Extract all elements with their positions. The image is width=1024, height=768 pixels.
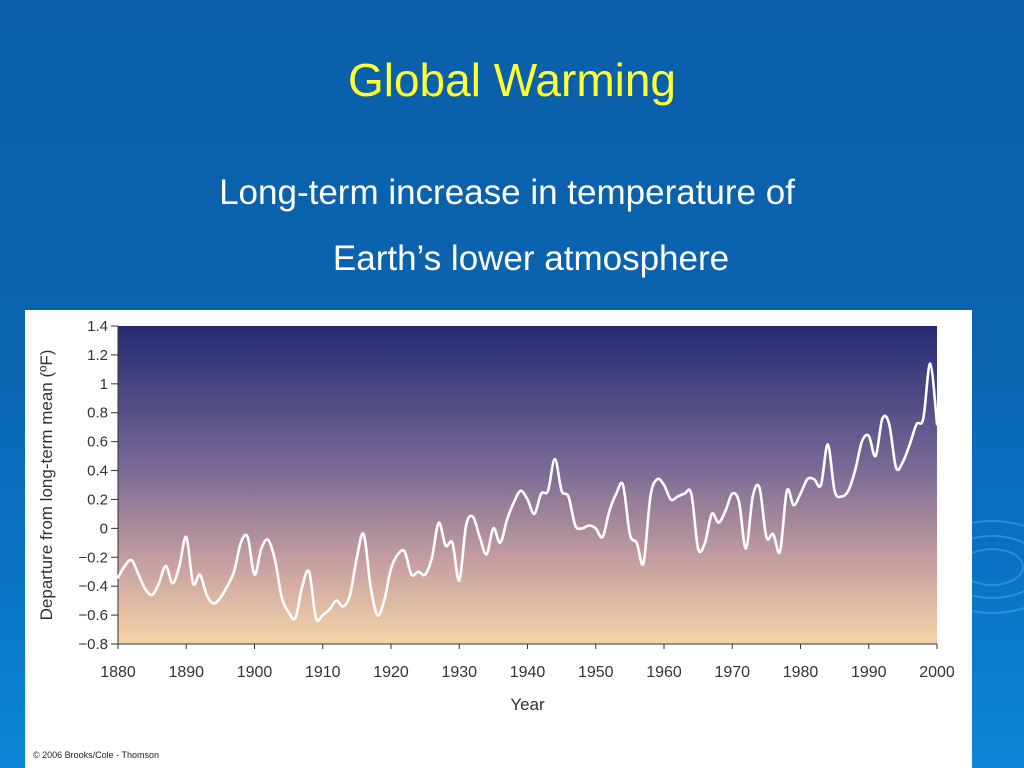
temperature-series-line [116,362,939,623]
x-tick-label: 1950 [578,664,614,681]
subtitle-line-2: Earth’s lower atmosphere [332,239,730,278]
x-tick-label: 1920 [373,664,409,681]
x-tick-label: 1930 [441,664,477,681]
x-tick-label: 1960 [646,664,682,681]
x-tick-label: 1900 [237,664,273,681]
slide-title: Global Warming [347,54,677,106]
x-tick-label: 1970 [714,664,750,681]
x-tick-label: 1890 [168,664,204,681]
y-tick-label: −0.6 [78,607,108,624]
y-tick-label: 0.6 [87,434,108,451]
subtitle-line-1: Long-term increase in temperature of [219,173,795,212]
y-tick-label: −0.8 [78,636,108,653]
plot-area [118,326,937,644]
temperature-line-chart: 1.4 1.2 1 0.8 0.6 0.4 0.2 0 −0.2 −0.4 −0.6 −0.8 1880… [37,318,955,714]
x-tick-label: 1980 [783,664,819,681]
x-tick-label: 1910 [305,664,341,681]
x-tick-label: 1880 [100,664,136,681]
slide-subtitle: Long-term increase in temperature of Ear… [0,160,1024,292]
x-axis-label: Year [510,695,545,714]
y-tick-label: 1.4 [87,318,108,335]
x-tick-label: 1990 [851,664,887,681]
y-tick-label: 0.4 [87,463,108,480]
y-axis-label: Departure from long-term mean (ºF) [37,350,56,621]
y-tick-label: −0.4 [78,578,108,595]
y-tick-label: 1 [100,376,108,393]
y-tick-label: −0.2 [78,549,108,566]
x-tick-label: 1940 [510,664,546,681]
y-tick-label: 0.8 [87,405,108,422]
y-tick-label: 0.2 [87,491,108,508]
y-tick-label: 1.2 [87,347,108,364]
chart-panel: 1.4 1.2 1 0.8 0.6 0.4 0.2 0 −0.2 −0.4 −0.6 −0.8 1880… [25,310,972,768]
y-tick-label: 0 [100,520,108,537]
x-tick-label: 2000 [919,664,955,681]
copyright-credit: © 2006 Brooks/Cole - Thomson [33,750,160,760]
